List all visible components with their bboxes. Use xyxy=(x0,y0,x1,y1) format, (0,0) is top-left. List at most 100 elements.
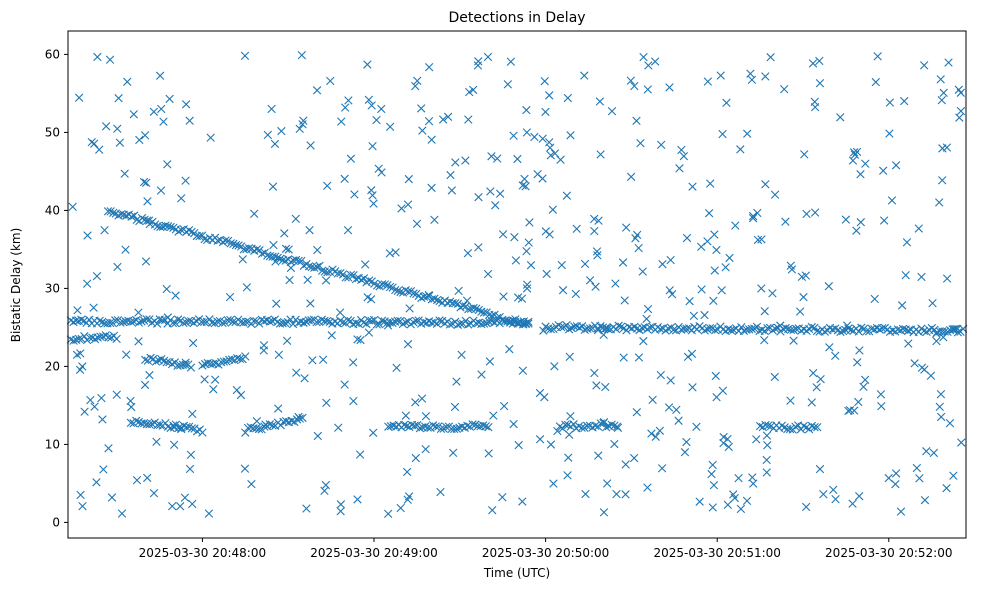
data-point xyxy=(473,61,483,70)
data-point xyxy=(658,259,667,269)
data-point xyxy=(602,423,611,432)
data-point xyxy=(411,453,420,463)
data-point xyxy=(468,420,477,429)
data-point xyxy=(192,316,201,326)
data-point xyxy=(364,276,374,285)
data-point xyxy=(427,183,436,193)
data-point xyxy=(336,500,346,509)
data-point xyxy=(313,431,323,441)
data-point xyxy=(411,398,420,407)
data-point xyxy=(173,315,183,324)
data-point xyxy=(781,323,790,333)
data-point xyxy=(462,296,472,305)
data-point xyxy=(593,325,603,335)
x-tick-label: 2025-03-30 20:52:00 xyxy=(825,546,952,560)
data-point xyxy=(530,132,539,142)
data-point xyxy=(405,304,414,313)
data-point xyxy=(377,168,386,177)
data-point xyxy=(726,325,736,335)
data-point xyxy=(364,328,374,337)
data-point xyxy=(273,404,283,413)
data-point xyxy=(695,497,704,506)
data-point xyxy=(938,176,947,185)
data-point xyxy=(69,317,78,327)
data-point xyxy=(254,319,264,328)
data-point xyxy=(574,421,584,431)
data-point xyxy=(956,106,966,116)
data-point xyxy=(307,316,316,325)
data-point xyxy=(129,317,138,326)
data-point xyxy=(322,398,331,408)
data-point xyxy=(763,441,772,450)
data-point xyxy=(261,420,270,429)
data-point xyxy=(522,105,531,115)
data-point xyxy=(877,402,886,411)
data-point xyxy=(849,148,859,157)
data-point xyxy=(632,230,642,240)
data-point xyxy=(674,416,683,425)
data-point xyxy=(321,480,331,490)
data-point xyxy=(932,329,941,338)
data-point xyxy=(143,197,152,206)
data-point xyxy=(594,216,603,225)
data-point xyxy=(349,396,358,406)
data-point xyxy=(873,52,882,61)
data-point xyxy=(96,332,105,341)
data-point xyxy=(545,230,554,239)
data-point xyxy=(542,269,551,279)
data-point xyxy=(403,340,413,349)
data-point xyxy=(706,179,715,188)
data-point xyxy=(888,326,897,335)
data-point xyxy=(621,223,631,232)
data-point xyxy=(871,77,880,87)
data-point xyxy=(341,273,350,282)
data-point xyxy=(457,350,466,360)
data-point xyxy=(310,263,319,272)
data-point xyxy=(117,509,127,518)
data-point xyxy=(703,77,713,86)
data-point xyxy=(797,272,807,282)
data-point xyxy=(380,280,390,289)
data-point xyxy=(145,420,154,429)
data-point xyxy=(176,225,186,235)
data-point xyxy=(443,112,453,122)
data-point xyxy=(556,155,565,164)
data-point xyxy=(718,129,727,139)
data-point xyxy=(518,497,527,506)
data-point xyxy=(752,435,761,444)
data-point xyxy=(812,383,821,392)
data-point xyxy=(841,215,851,224)
data-point xyxy=(722,98,731,108)
data-point xyxy=(498,492,507,502)
data-point xyxy=(878,166,888,175)
data-point xyxy=(445,297,455,306)
data-point xyxy=(428,421,438,430)
data-point xyxy=(80,407,89,416)
data-point xyxy=(669,325,678,335)
data-point xyxy=(854,327,863,336)
data-point xyxy=(129,110,138,119)
data-point xyxy=(219,357,229,366)
data-point xyxy=(791,422,800,431)
data-point xyxy=(185,116,194,125)
data-point xyxy=(634,353,644,362)
data-point xyxy=(503,317,512,326)
data-point xyxy=(197,231,207,240)
data-point xyxy=(396,503,405,513)
data-point xyxy=(585,276,595,285)
data-point xyxy=(322,316,332,326)
data-point xyxy=(235,354,245,364)
data-point xyxy=(707,469,716,479)
data-point xyxy=(417,394,427,403)
data-point xyxy=(729,325,738,334)
data-point xyxy=(562,321,571,330)
data-point xyxy=(305,225,314,235)
data-point xyxy=(831,324,840,333)
data-point xyxy=(312,86,322,95)
data-point xyxy=(209,385,218,394)
data-point xyxy=(753,235,763,245)
data-point xyxy=(118,317,128,327)
data-point xyxy=(367,186,376,195)
data-point xyxy=(333,269,343,278)
chart-title: Detections in Delay xyxy=(448,10,585,26)
